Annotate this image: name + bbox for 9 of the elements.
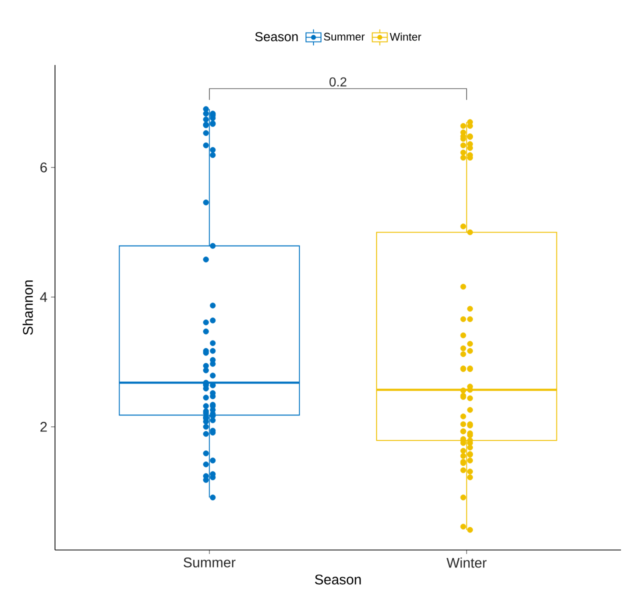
y-tick-label: 4	[40, 292, 48, 302]
y-tick-label: 2	[40, 422, 47, 432]
legend-title: Season	[255, 32, 298, 42]
legend-label: Winter	[390, 32, 422, 41]
y-axis-title: Shannon	[22, 280, 33, 335]
y-tick-label: 6	[40, 162, 47, 172]
x-axis-title: Season	[314, 574, 361, 584]
legend-label: Summer	[324, 32, 365, 41]
annotation: 0.2	[330, 77, 346, 86]
